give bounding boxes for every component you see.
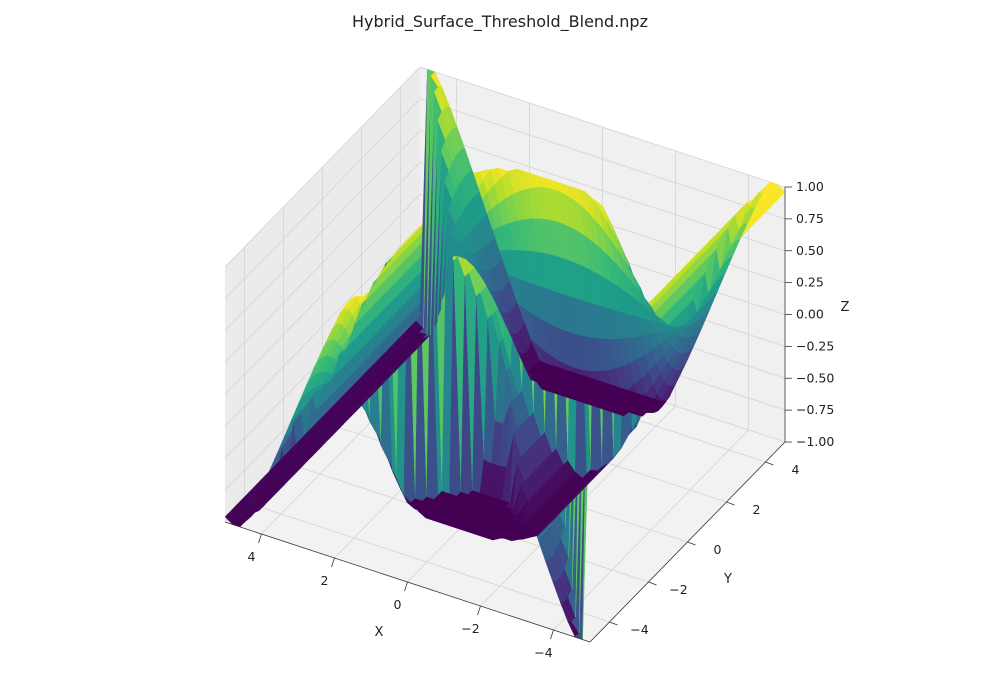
y-tick (765, 461, 774, 466)
surface-mesh (224, 69, 786, 640)
y-tick-label: −2 (669, 582, 687, 597)
x-tick (550, 629, 554, 640)
z-tick-label: −1.00 (796, 434, 834, 449)
z-tick-label: −0.75 (796, 402, 834, 417)
z-tick-label: 0.25 (796, 275, 824, 290)
x-tick (258, 533, 262, 544)
grid-line (224, 98, 421, 300)
z-tick-label: −0.50 (796, 370, 834, 385)
y-tick (726, 501, 735, 506)
surface-patch (773, 184, 786, 197)
z-tick-label: 0.75 (796, 211, 824, 226)
z-tick-label: 0.50 (796, 243, 824, 258)
x-tick (404, 581, 408, 592)
y-tick (648, 581, 657, 586)
x-tick-label: 4 (248, 549, 256, 564)
y-axis-label: Y (723, 572, 732, 587)
chart-title: Hybrid_Surface_Threshold_Blend.npz (352, 12, 648, 31)
grid-line (224, 162, 421, 363)
z-tick-label: 1.00 (796, 179, 824, 194)
z-tick-label: 0.00 (796, 307, 824, 322)
x-tick (331, 557, 335, 568)
axes: −4 −2 0 2 4 −4 −2 0 2 4 −1.00 −0.75 −0.50 −0.25 0.00 0.… (224, 179, 850, 660)
z-tick-label: −0.25 (796, 338, 834, 353)
y-tick (687, 541, 696, 546)
y-tick-label: 2 (753, 502, 761, 517)
grid-line (224, 130, 421, 332)
x-tick-label: −4 (534, 645, 552, 660)
y-tick (609, 621, 618, 626)
grid-line (224, 194, 421, 395)
grid-line (224, 66, 421, 268)
z-axis-label: Z (841, 300, 850, 315)
grid-line (419, 66, 786, 188)
x-tick-label: 0 (394, 597, 402, 612)
x-tick-label: −2 (461, 621, 479, 636)
y-tick-label: −4 (630, 622, 648, 637)
y-tick-label: 4 (792, 462, 800, 477)
grid-line (244, 501, 610, 623)
x-axis-label: X (375, 625, 384, 640)
x-tick (477, 605, 481, 616)
grid-line (224, 226, 421, 427)
x-tick-label: 2 (321, 573, 329, 588)
grid-line (419, 98, 786, 220)
y-tick-label: 0 (714, 542, 722, 557)
